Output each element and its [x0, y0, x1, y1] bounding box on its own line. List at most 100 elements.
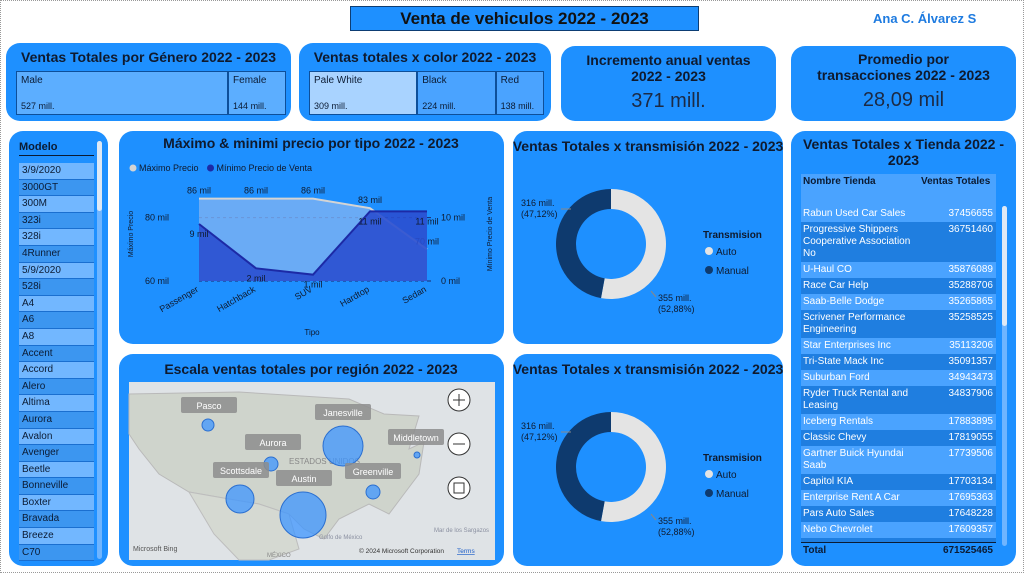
tile-value: 144 mill.: [233, 101, 267, 111]
store-name: Tri-State Mack Inc: [803, 356, 884, 367]
legend-label: Mínimo Precio de Venta: [217, 163, 313, 173]
table-row: Race Car Help 35288706: [801, 278, 996, 294]
column-header[interactable]: Ventas Totales: [921, 176, 991, 187]
tile: Male 527 mill.: [16, 71, 229, 115]
legend-marker: [705, 489, 713, 497]
tile-value: 138 mill.: [500, 101, 535, 111]
color-card: Ventas totales x color 2022 - 2023 Pale …: [299, 43, 551, 121]
card-title: Ventas totales x color 2022 - 2023: [313, 49, 537, 65]
slicer-item[interactable]: A8: [19, 328, 94, 346]
bubble: [322, 425, 364, 467]
store-name: Progressive Shippers Cooperative Associa…: [803, 224, 911, 259]
table-row: Gartner Buick Hyundai Saab 17739506: [801, 446, 996, 474]
tile-label: Red: [500, 75, 520, 86]
slicer-item[interactable]: A4: [19, 295, 94, 313]
slicer-item[interactable]: Avalon: [19, 428, 94, 446]
percent-label: (47,12%): [521, 209, 558, 219]
x-axis-title: Tipo: [304, 328, 320, 337]
store-name: Star Enterprises Inc: [803, 340, 891, 351]
table-row: Classic Chevy 17819055: [801, 430, 996, 446]
slicer-item[interactable]: A6: [19, 312, 94, 329]
store-name: Gartner Buick Hyundai Saab: [803, 448, 904, 471]
map-label: Mar de los Sargazos: [434, 528, 489, 534]
city-label: Pasco: [196, 401, 221, 411]
store-sales: 35288706: [948, 280, 994, 291]
store-sales: 17883895: [948, 416, 994, 427]
slicer-item[interactable]: 3000GT: [19, 179, 94, 197]
slicer-item[interactable]: Breeze: [19, 528, 94, 545]
map-credit[interactable]: Terms: [457, 548, 475, 555]
city-label: Aurora: [259, 438, 286, 448]
column-header[interactable]: Nombre Tienda: [803, 176, 876, 187]
slicer-item[interactable]: C70: [19, 544, 94, 561]
slicer-item[interactable]: Boxter: [19, 494, 94, 512]
kpi-card: Incremento anual ventas 2022 - 2023 371 …: [561, 46, 776, 121]
slicer-item[interactable]: Altima: [19, 395, 94, 412]
line-chart: Máximo & minimi precio por tipo 2022 - 2…: [128, 135, 494, 337]
slicer-item[interactable]: 4Runner: [19, 245, 94, 263]
table-row: Saab-Belle Dodge 35265865: [801, 294, 996, 310]
leader-line: [650, 513, 657, 521]
store-name: Classic Chevy: [803, 432, 867, 443]
slicer-item[interactable]: Aurora: [19, 411, 94, 429]
slicer-item[interactable]: 5/9/2020: [19, 262, 94, 280]
gender-card: Ventas Totales por Género 2022 - 2023 Ma…: [6, 43, 291, 121]
select-tool[interactable]: [447, 476, 471, 500]
table-header: Nombre Tienda Ventas Totales: [801, 174, 996, 206]
data-label: 11 mil: [415, 216, 438, 226]
slicer-item[interactable]: 3/9/2020: [19, 163, 94, 180]
table-row: Enterprise Rent A Car 17695363: [801, 490, 996, 506]
slicer-item[interactable]: Beetle: [19, 461, 94, 479]
store-sales: 17648228: [948, 508, 994, 519]
legend-title: Transmision: [703, 230, 762, 241]
city-label: Austin: [291, 474, 316, 484]
total-value: 671525465: [942, 545, 993, 556]
legend-label: Auto: [716, 247, 737, 258]
donut-card: Ventas Totales x transmisión 2022 - 2023…: [513, 131, 783, 344]
slicer-item[interactable]: Avenger: [19, 445, 94, 462]
donut-slice: [601, 189, 666, 299]
store-sales: 37456655: [948, 208, 994, 219]
legend-marker: [705, 470, 713, 478]
slicer-item[interactable]: Bravada: [19, 511, 94, 529]
store-sales: 36751460: [948, 224, 994, 235]
data-label: 316 mill.: [521, 198, 555, 208]
percent-label: (47,12%): [521, 432, 558, 442]
city-tag: [276, 470, 332, 486]
map-label: MÉXICO: [267, 552, 291, 559]
donut-slice: [556, 189, 611, 299]
slicer-item[interactable]: 323i: [19, 212, 94, 230]
treemap: Male 527 mill. Female 144 mill.: [16, 71, 286, 115]
store-name: Suburban Ford: [803, 372, 870, 383]
card-title: Ventas Totales por Género 2022 - 2023: [21, 49, 276, 65]
y2-axis-title: Mínimo Precio de Venta: [487, 197, 494, 271]
map-card: Escala ventas totales por región 2022 - …: [119, 354, 504, 566]
map-label: Golfo de México: [319, 535, 363, 541]
chart-title: Ventas Totales x transmisión 2022 - 2023: [513, 361, 783, 377]
donut-card: Ventas Totales x transmisión 2022 - 2023…: [513, 354, 783, 566]
chart-title: Máximo & minimi precio por tipo 2022 - 2…: [163, 135, 459, 151]
legend-marker: [129, 164, 137, 172]
data-label: 1 mil: [303, 280, 322, 290]
slicer-item[interactable]: Bonneville: [19, 478, 94, 495]
tile-label: Female: [233, 75, 267, 86]
city-label: Scottsdale: [220, 466, 262, 476]
scrollbar: [1002, 206, 1007, 546]
bubbles: [201, 418, 421, 539]
slicer-item[interactable]: Alero: [19, 378, 94, 396]
donut-chart: Ventas Totales x transmisión 2022 - 2023…: [513, 138, 783, 314]
data-label: 83 mil: [358, 195, 382, 205]
slicer-item[interactable]: 300M: [19, 196, 94, 213]
map-credit: © 2024 Microsoft Corporation: [359, 547, 444, 555]
slicer-item[interactable]: 528i: [19, 279, 94, 296]
map-controls: [447, 388, 471, 500]
x-tick-label: Hatchback: [215, 284, 257, 314]
total-label: Total: [803, 545, 827, 556]
map: Escala ventas totales por región 2022 - …: [128, 361, 495, 561]
kpi-title: Promedio por transacciones 2022 - 2023: [817, 51, 990, 83]
slicer-item[interactable]: Accord: [19, 362, 94, 379]
legend-marker: [705, 247, 713, 255]
slicer-item[interactable]: 328i: [19, 229, 94, 246]
control-icons: [453, 394, 465, 494]
slicer-item[interactable]: Accent: [19, 345, 94, 363]
